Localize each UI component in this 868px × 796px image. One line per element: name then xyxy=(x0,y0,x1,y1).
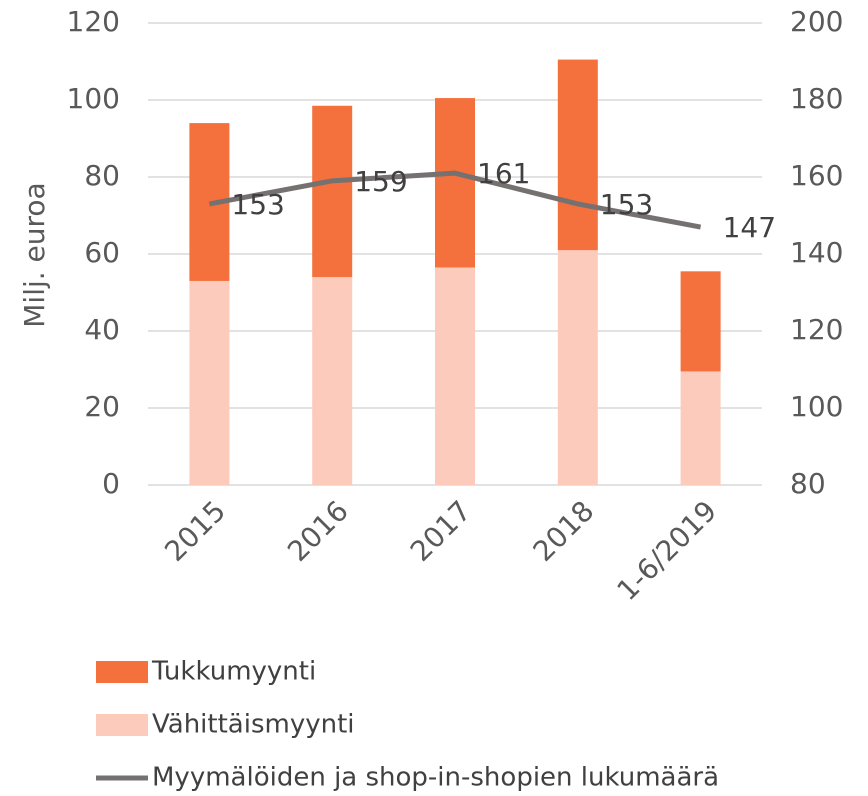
y2-tick-label: 100 xyxy=(790,390,843,423)
y2-tick-label: 160 xyxy=(790,159,843,192)
legend-swatch xyxy=(96,714,148,736)
y2-tick-label: 200 xyxy=(790,5,843,38)
data-label: 147 xyxy=(723,211,776,244)
bar xyxy=(435,98,475,268)
data-label: 153 xyxy=(600,188,653,221)
y-tick-label: 60 xyxy=(84,236,120,269)
y2-tick-label: 140 xyxy=(790,236,843,269)
x-tick-label: 2017 xyxy=(404,494,478,568)
bar xyxy=(312,105,353,278)
bar xyxy=(680,371,721,485)
x-tick-label: 2018 xyxy=(527,494,601,568)
y-tick-label: 0 xyxy=(102,467,120,500)
data-label: 153 xyxy=(231,188,284,221)
y-tick-label: 100 xyxy=(67,82,120,115)
y-tick-label: 120 xyxy=(67,5,120,38)
bar xyxy=(557,59,598,251)
data-label: 161 xyxy=(477,157,530,190)
y2-tick-label: 80 xyxy=(790,467,826,500)
legend-swatch xyxy=(96,661,148,683)
x-tick-label: 2015 xyxy=(158,494,232,568)
y-tick-label: 20 xyxy=(84,390,120,423)
y-tick-label: 80 xyxy=(84,159,120,192)
legend-label: Myymälöiden ja shop-in-shopien lukumäärä xyxy=(152,763,719,793)
line xyxy=(208,170,702,230)
y-tick-label: 40 xyxy=(84,313,120,346)
data-label: 159 xyxy=(354,165,407,198)
bar xyxy=(680,271,721,372)
bar xyxy=(189,280,230,485)
bar xyxy=(557,250,598,485)
y-axis-label: Milj. euroa xyxy=(18,182,51,327)
x-tick-label: 2016 xyxy=(281,494,355,568)
legend-label: Tukkumyynti xyxy=(151,657,316,687)
y2-tick-label: 180 xyxy=(790,82,843,115)
y2-tick-label: 120 xyxy=(790,313,843,346)
bar xyxy=(435,267,475,485)
x-tick-label: 1-6/2019 xyxy=(610,494,723,607)
bar xyxy=(312,277,353,485)
legend-label: Vähittäismyynti xyxy=(152,710,355,740)
